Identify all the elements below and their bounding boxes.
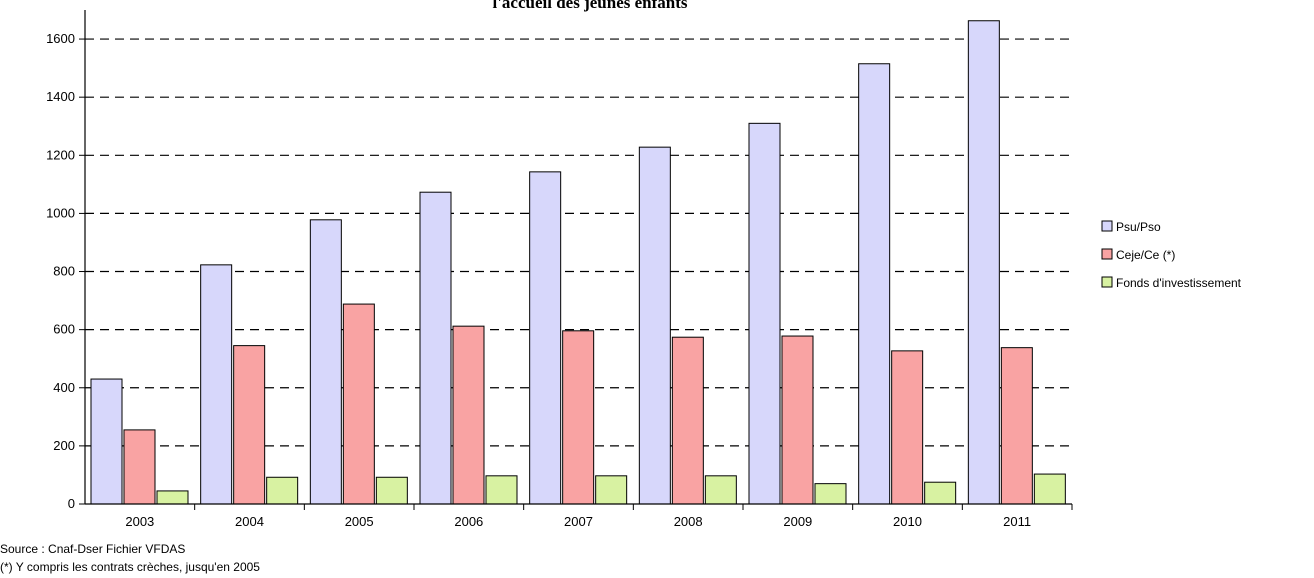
y-tick-label: 1000: [46, 205, 75, 220]
x-tick-label: 2004: [235, 514, 264, 529]
bar-2003-series-0: [91, 379, 122, 504]
x-tick-label: 2005: [345, 514, 374, 529]
legend-label-2: Fonds d'investissement: [1116, 276, 1242, 290]
bar-2006-series-1: [453, 326, 484, 504]
y-tick-label: 0: [68, 496, 75, 511]
bar-2003-series-2: [157, 491, 188, 504]
bar-2005-series-0: [310, 220, 341, 504]
bars: [91, 21, 1065, 504]
bar-2006-series-2: [486, 476, 517, 504]
y-tick-label: 1400: [46, 89, 75, 104]
x-tick-label: 2003: [125, 514, 154, 529]
y-tick-label: 1200: [46, 147, 75, 162]
bar-2003-series-1: [124, 430, 155, 504]
x-tick-label: 2008: [674, 514, 703, 529]
bar-2007-series-0: [530, 172, 561, 504]
legend-swatch-2: [1102, 277, 1112, 287]
y-tick-label: 200: [53, 438, 75, 453]
bar-2007-series-2: [596, 476, 627, 504]
x-tick-label: 2009: [783, 514, 812, 529]
bar-2010-series-0: [859, 64, 890, 504]
bar-2011-series-2: [1034, 474, 1065, 504]
legend-label-0: Psu/Pso: [1116, 220, 1161, 234]
y-tick-label: 1600: [46, 31, 75, 46]
bar-2008-series-2: [705, 476, 736, 504]
legend-label-1: Ceje/Ce (*): [1116, 248, 1175, 262]
x-tick-label: 2006: [454, 514, 483, 529]
bar-2005-series-2: [376, 477, 407, 504]
bar-2008-series-1: [672, 337, 703, 504]
bar-2004-series-2: [267, 477, 298, 504]
bar-2006-series-0: [420, 192, 451, 504]
x-tick-label: 2010: [893, 514, 922, 529]
source-note: Source : Cnaf-Dser Fichier VFDAS: [0, 542, 185, 556]
bar-2011-series-1: [1001, 348, 1032, 504]
y-tick-label: 600: [53, 322, 75, 337]
bar-2009-series-0: [749, 123, 780, 504]
bar-2008-series-0: [639, 147, 670, 504]
x-tick-label: 2011: [1003, 514, 1031, 529]
bar-2005-series-1: [343, 304, 374, 504]
bar-2009-series-2: [815, 484, 846, 504]
y-tick-label: 800: [53, 264, 75, 279]
footnote: (*) Y compris les contrats crèches, jusq…: [0, 560, 260, 574]
bar-2007-series-1: [563, 331, 594, 504]
x-tick-label: 2007: [564, 514, 593, 529]
bar-2004-series-0: [201, 265, 232, 504]
bar-2009-series-1: [782, 336, 813, 504]
y-tick-label: 400: [53, 380, 75, 395]
bar-2010-series-2: [925, 482, 956, 504]
bar-2010-series-1: [892, 351, 923, 504]
bar-2004-series-1: [234, 346, 265, 504]
legend: Psu/Pso Ceje/Ce (*) Fonds d'investissement: [1102, 220, 1242, 290]
bar-2011-series-0: [968, 21, 999, 504]
legend-swatch-0: [1102, 221, 1112, 231]
legend-swatch-1: [1102, 249, 1112, 259]
